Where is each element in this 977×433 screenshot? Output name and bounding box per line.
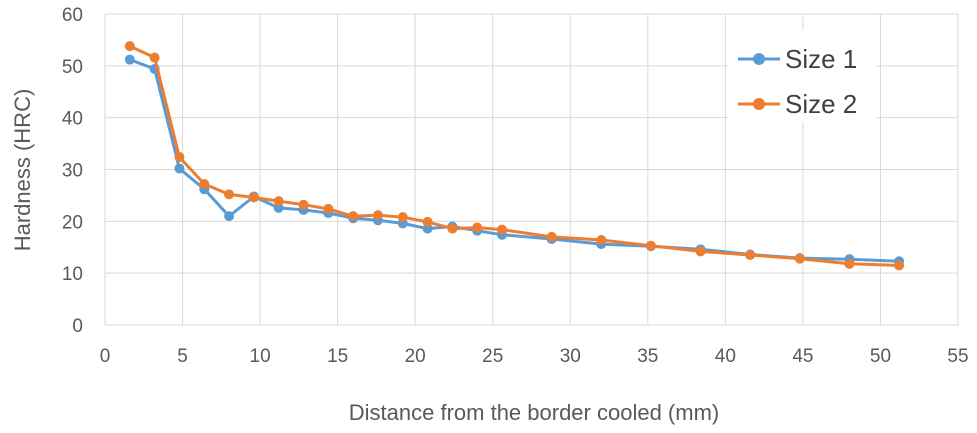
data-point-size-2 [546,231,557,242]
x-tick-label: 15 [327,346,348,367]
data-point-size-2 [844,258,855,269]
data-point-size-2 [695,246,706,257]
data-point-size-1 [124,54,135,65]
x-tick-label: 20 [405,346,426,367]
series-group [124,41,905,271]
data-point-size-2 [447,223,458,234]
y-tick-label: 60 [62,5,83,26]
legend-background [728,30,876,122]
x-axis-title: Distance from the border cooled (mm) [349,400,719,425]
legend-marker-size-1 [753,53,765,65]
data-point-size-2 [348,211,359,222]
data-point-size-2 [794,253,805,264]
data-point-size-2 [298,199,309,210]
data-point-size-2 [596,234,607,245]
x-tick-label: 30 [560,346,581,367]
tick-labels: 0 10 20 30 40 50 60 0 5 10 15 20 25 30 35 40 45 50 55 [62,5,969,367]
x-tick-label: 10 [250,346,271,367]
gridlines [105,13,959,325]
legend-item-size-1: Size 1 [738,44,857,74]
x-tick-label: 35 [637,346,658,367]
axes [104,14,958,326]
y-tick-label: 20 [62,212,83,233]
x-tick-label: 45 [792,346,813,367]
legend-label-size-2: Size 2 [785,89,857,119]
data-point-size-2 [199,179,210,190]
x-tick-label: 25 [482,346,503,367]
series-size-2 [124,41,905,271]
series-line-size-1 [129,58,900,263]
x-tick-label: 40 [715,346,736,367]
y-tick-label: 0 [72,316,83,337]
data-point-size-2 [124,41,135,52]
data-point-size-2 [397,212,408,223]
y-tick-label: 10 [62,264,83,285]
x-tick-label: 5 [177,346,188,367]
data-point-size-2 [894,260,905,271]
y-tick-label: 50 [62,57,83,78]
data-point-size-2 [323,203,334,214]
y-axis-title: Hardness (HRC) [10,89,35,252]
legend: Size 1 Size 2 [728,30,876,122]
legend-label-size-1: Size 1 [785,44,857,74]
data-point-size-1 [174,163,185,174]
data-point-size-2 [149,52,160,63]
data-point-size-2 [497,224,508,235]
x-tick-label: 50 [870,346,891,367]
data-point-size-2 [273,196,284,207]
legend-marker-size-2 [753,98,765,110]
data-point-size-1 [224,211,235,222]
data-point-size-2 [645,240,656,251]
data-point-size-2 [472,222,483,233]
data-point-size-2 [248,192,259,203]
data-point-size-2 [422,216,433,227]
x-tick-label: 55 [947,346,968,367]
legend-item-size-2: Size 2 [738,89,857,119]
y-tick-label: 40 [62,109,83,130]
x-tick-label: 0 [100,346,111,367]
y-tick-label: 30 [62,161,83,182]
data-point-size-2 [174,152,185,163]
data-point-size-2 [372,210,383,221]
data-point-size-2 [224,189,235,200]
data-point-size-2 [745,250,756,261]
